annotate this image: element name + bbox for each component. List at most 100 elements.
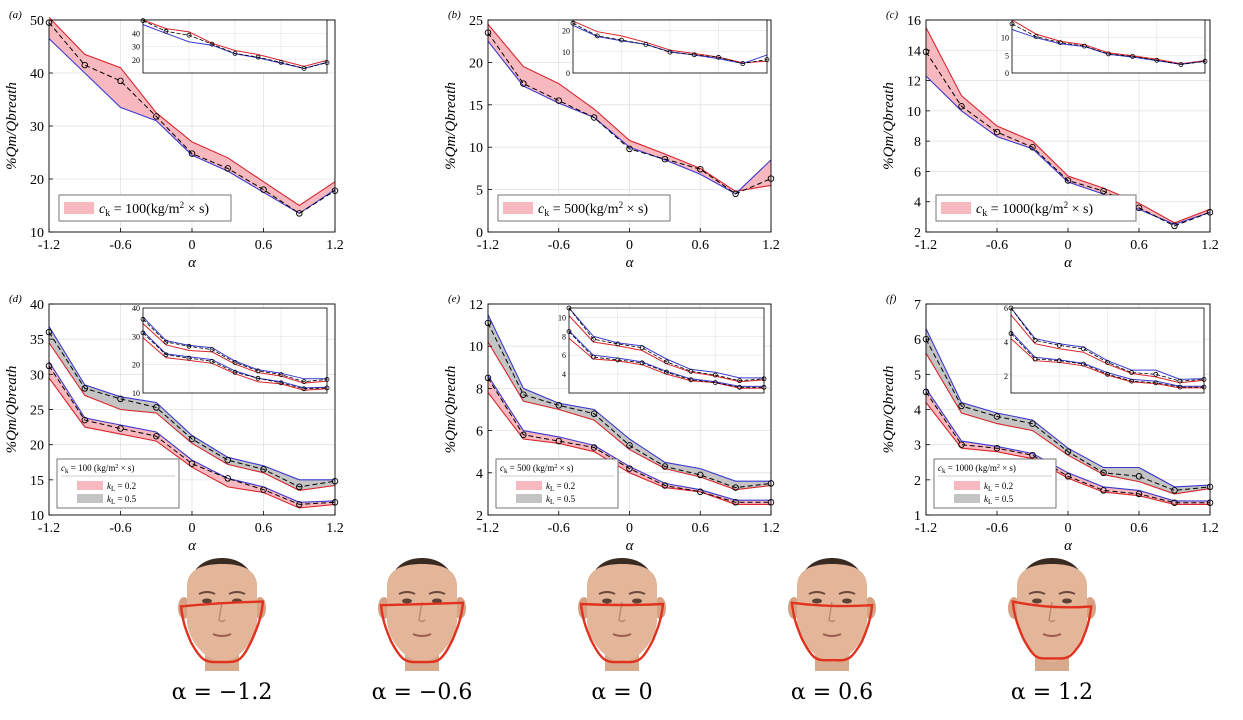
face-skin (187, 564, 257, 662)
data-point (732, 190, 739, 198)
y-tick-label: 5 (914, 368, 921, 383)
inset-data-point (712, 372, 718, 378)
red-line-0 (925, 352, 1211, 495)
inset-data-point (737, 378, 742, 384)
inset-box (568, 307, 765, 394)
legend-value: = 1000 (kg/m (946, 463, 997, 473)
dashed-line-0 (925, 51, 1211, 227)
data-point (153, 404, 160, 411)
x-tick-label: 0.6 (255, 521, 273, 536)
legend: ck = 1000(kg/m2 × s) (935, 194, 1137, 222)
legend-unit: × s) (557, 463, 573, 473)
legend-subscript: L (550, 485, 554, 493)
x-axis-label: α (188, 255, 197, 271)
data-point (117, 395, 124, 403)
y-tick-label: 4 (914, 404, 921, 419)
legend-value: = 0.2 (992, 481, 1013, 491)
inset-data-point (1033, 34, 1039, 39)
red-line-1 (925, 402, 1210, 505)
inset-data-point (639, 345, 645, 351)
data-point (661, 463, 669, 470)
dashed-line-0 (487, 322, 772, 489)
inset-data-point (301, 66, 307, 71)
inset-data-point (737, 384, 742, 390)
legend-value: = 0.5 (554, 494, 575, 504)
x-tick-label: 0.6 (692, 238, 710, 253)
right-eye (842, 598, 852, 604)
data-point (260, 486, 267, 493)
legend-swatch (503, 202, 533, 214)
inset-dashed-line (1010, 333, 1204, 388)
inset-blue-line (142, 316, 327, 380)
y-tick-label: 10 (469, 141, 483, 156)
band-fill-0 (926, 328, 1210, 494)
panel-label: (e) (448, 293, 461, 305)
inset-e: 4 6 8 10 (558, 305, 767, 394)
legend-symbol: c (938, 463, 942, 473)
x-tick-label: -1.2 (477, 521, 499, 536)
legend-swatch (516, 494, 542, 503)
inset-y-tick-label: 0 (1005, 69, 1009, 78)
inset-c: 0 5 10 (1001, 19, 1208, 78)
inset-y-tick-label: 20 (562, 27, 570, 36)
y-axis-label: %Qm/Qbreath (4, 366, 20, 454)
inset-data-point (1177, 384, 1183, 390)
x-tick-label: 0 (626, 521, 633, 536)
x-tick-label: 1.2 (326, 521, 344, 536)
x-tick-label: -0.6 (548, 238, 570, 253)
inset-data-point (1153, 371, 1159, 377)
nose (1048, 601, 1056, 623)
inset-data-point (1178, 62, 1184, 67)
x-tick-label: -0.6 (986, 238, 1008, 253)
inset-data-point (278, 380, 284, 386)
y-tick-label: 8 (476, 382, 483, 397)
inset-blue-line (568, 307, 764, 379)
y-tick-label: 40 (30, 298, 44, 313)
y-tick-label: 0 (476, 226, 483, 241)
inset-data-point (255, 375, 261, 381)
inset-data-point (1056, 342, 1062, 348)
nose (418, 601, 426, 623)
data-point (153, 113, 160, 120)
data-point (81, 385, 89, 392)
inset-data-point (301, 386, 307, 392)
y-tick-label: 3 (914, 439, 921, 454)
legend: ck = 100(kg/m2 × s) (58, 194, 232, 222)
legend-superscript: 2 (997, 464, 1000, 470)
left-brow (808, 591, 826, 595)
x-tick-label: -0.6 (109, 238, 131, 253)
legend: ck = 500(kg/m2 × s) (497, 194, 671, 222)
data-point (732, 499, 739, 506)
inset-dashed-line (1010, 307, 1205, 382)
legend-symbol: c (976, 202, 983, 217)
inset-y-tick-label: 6 (562, 351, 566, 360)
inset-data-point (594, 33, 600, 39)
y-tick-label: 20 (30, 439, 44, 454)
mouth (1042, 633, 1062, 637)
y-tick-label: 14 (907, 44, 921, 59)
inset-dashed-line (142, 319, 328, 383)
data-point (1100, 469, 1107, 477)
inset-red-line (142, 337, 328, 391)
x-axis-label: α (1064, 538, 1073, 554)
red-line-0 (48, 342, 336, 491)
inset-red-line (1011, 19, 1206, 65)
legend-symbol: k (546, 481, 551, 491)
legend-subscript: k (504, 467, 508, 475)
y-tick-label: 35 (30, 333, 44, 348)
data-point (81, 61, 89, 69)
panel-label: (d) (9, 293, 22, 305)
legend-text: ck = 500(kg/m2 × s) (538, 200, 648, 219)
inset-y-tick-label: 10 (562, 48, 570, 57)
x-tick-label: -0.6 (548, 521, 570, 536)
face-mask-illustration (378, 558, 466, 671)
legend-superscript: 2 (115, 464, 118, 470)
data-point (993, 413, 1001, 420)
left-eye (812, 598, 822, 604)
inset-data-point (615, 357, 621, 363)
x-axis-label: α (188, 538, 197, 554)
inset-data-point (716, 54, 721, 60)
data-point (590, 114, 598, 121)
